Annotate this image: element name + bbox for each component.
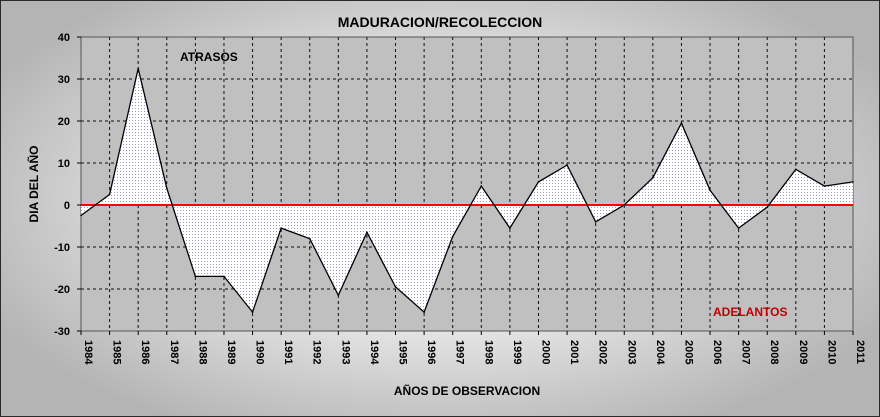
x-tick-label: 2004: [654, 340, 666, 365]
x-tick-label: 1992: [311, 340, 323, 364]
data-point: [366, 231, 368, 234]
x-axis-label: AÑOS DE OBSERVACION: [394, 383, 540, 398]
data-point: [623, 204, 626, 206]
chart-title: MADURACION/RECOLECCION: [338, 14, 543, 30]
x-tick-label: 2001: [568, 340, 580, 364]
data-points: [80, 67, 854, 313]
y-tick-label: 10: [58, 158, 70, 170]
x-tick-label: 1986: [139, 340, 151, 364]
data-point: [823, 185, 826, 187]
data-point: [223, 275, 225, 278]
data-point: [308, 237, 311, 240]
data-point: [852, 181, 854, 183]
data-point: [652, 176, 654, 179]
data-point: [251, 311, 254, 313]
annotation-atrasos: ATRASOS: [180, 50, 238, 64]
x-tick-label: 2003: [625, 340, 637, 364]
y-tick-label: 0: [64, 200, 70, 212]
y-tick-label: -10: [54, 242, 70, 254]
data-point: [766, 206, 769, 208]
data-point: [795, 168, 797, 171]
data-point: [280, 227, 282, 229]
data-point: [423, 311, 425, 313]
x-tick-label: 1990: [254, 340, 266, 364]
annotation-adelantos: ADELANTOS: [713, 305, 787, 319]
y-axis-label: DIA DEL AÑO: [26, 146, 41, 223]
x-tick-label: 1998: [482, 340, 494, 364]
area-fill: [81, 68, 853, 313]
data-point: [566, 164, 568, 166]
x-tick-label: 1987: [168, 340, 180, 364]
data-point: [194, 275, 197, 278]
x-tick-label: 2008: [768, 340, 780, 364]
data-point: [108, 193, 111, 196]
data-point: [165, 187, 168, 189]
data-point: [451, 235, 454, 238]
plot-area: [80, 36, 854, 332]
x-tick-label: 1994: [368, 340, 380, 365]
series-line: [80, 68, 854, 314]
x-tick-label: 2007: [740, 340, 752, 364]
area-fill-shape: [81, 68, 853, 313]
x-tick-label: 1989: [225, 340, 237, 364]
y-tick-label: -30: [54, 326, 70, 338]
grid-lines: [81, 37, 853, 331]
x-tick-label: 1991: [282, 340, 294, 364]
x-tick-label: 1993: [339, 340, 351, 364]
x-tick-label: 2000: [539, 340, 551, 364]
y-tick-label: 40: [58, 32, 70, 44]
data-point: [337, 294, 340, 297]
data-point: [680, 122, 683, 124]
y-tick-label: 30: [58, 74, 70, 86]
x-tick-label: 1997: [454, 340, 466, 364]
data-point: [137, 67, 139, 70]
x-tick-label: 1995: [397, 340, 409, 364]
data-point: [737, 227, 740, 229]
y-tick-label: -20: [54, 284, 70, 296]
data-point: [394, 286, 397, 288]
data-point: [480, 185, 483, 187]
x-tick-label: 1984: [82, 340, 94, 365]
data-point: [594, 221, 597, 223]
x-tick-label: 1988: [196, 340, 208, 364]
x-tick-label: 1985: [111, 340, 123, 364]
x-tick-label: 2002: [597, 340, 609, 364]
y-axis-ticks: 40 30 20 10 0 -10 -20 -30: [54, 32, 81, 338]
x-tick-label: 2010: [825, 340, 837, 364]
data-point: [709, 189, 711, 192]
x-tick-label: 2006: [711, 340, 723, 364]
data-point: [537, 181, 540, 183]
y-tick-label: 20: [58, 116, 70, 128]
x-tick-label: 1996: [425, 340, 437, 364]
x-tick-label: 1999: [511, 340, 523, 364]
data-point: [509, 227, 511, 229]
data-point: [80, 214, 82, 217]
x-tick-label: 2011: [854, 340, 866, 364]
x-tick-label: 2009: [797, 340, 809, 364]
x-axis-ticks: 1984 1985 1986 1987 1988 1989 1990 1991 1992 1993…: [80, 331, 866, 365]
x-tick-label: 2005: [682, 340, 694, 364]
